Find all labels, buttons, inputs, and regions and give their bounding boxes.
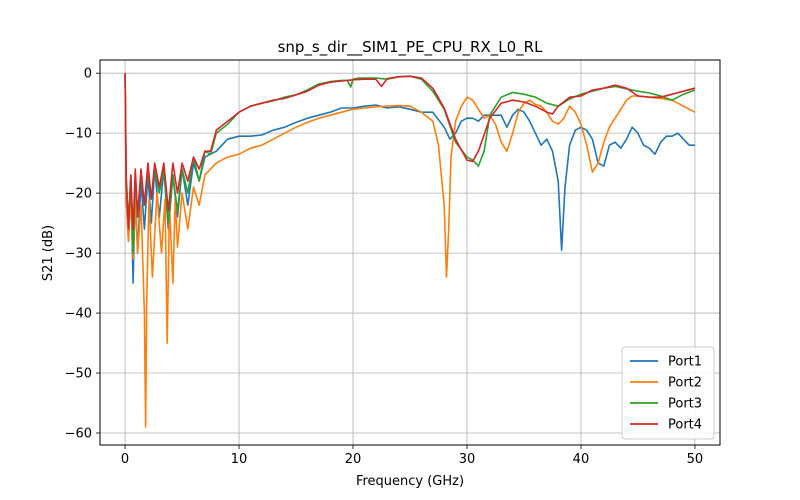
grid xyxy=(100,60,720,445)
y-tick-label: −10 xyxy=(65,127,92,142)
legend-label: Port2 xyxy=(668,376,702,391)
plot-series xyxy=(124,73,696,428)
plot-frame xyxy=(99,59,721,446)
x-tick-label: 30 xyxy=(459,452,476,467)
y-tick-label: 0 xyxy=(84,67,92,82)
x-axis-label: Frequency (GHz) xyxy=(356,474,464,489)
x-tick-label: 20 xyxy=(345,452,362,467)
series-line-port2 xyxy=(124,73,696,428)
x-tick-label: 10 xyxy=(231,452,248,467)
legend-label: Port1 xyxy=(668,355,702,370)
y-tick-label: −40 xyxy=(65,307,92,322)
x-tick-label: 40 xyxy=(573,452,590,467)
chart-title: snp_s_dir__SIM1_PE_CPU_RX_L0_RL xyxy=(278,38,543,57)
y-tick-label: −30 xyxy=(65,247,92,262)
series-line-port4 xyxy=(124,73,696,230)
y-tick-label: −60 xyxy=(65,427,92,442)
legend-box xyxy=(621,346,715,440)
y-tick-label: −50 xyxy=(65,367,92,382)
legend-label: Port4 xyxy=(668,418,702,433)
y-tick-label: −20 xyxy=(65,187,92,202)
legend-label: Port3 xyxy=(668,397,702,412)
legend: Port1 Port2 Port3 Port4 xyxy=(621,346,715,440)
y-axis-label: S21 (dB) xyxy=(41,225,56,281)
x-tick-label: 0 xyxy=(121,452,129,467)
axes: 0 10 20 30 40 50 0 −10 −20 −30 −40 −50 −60 xyxy=(65,67,704,467)
x-tick-label: 50 xyxy=(687,452,704,467)
